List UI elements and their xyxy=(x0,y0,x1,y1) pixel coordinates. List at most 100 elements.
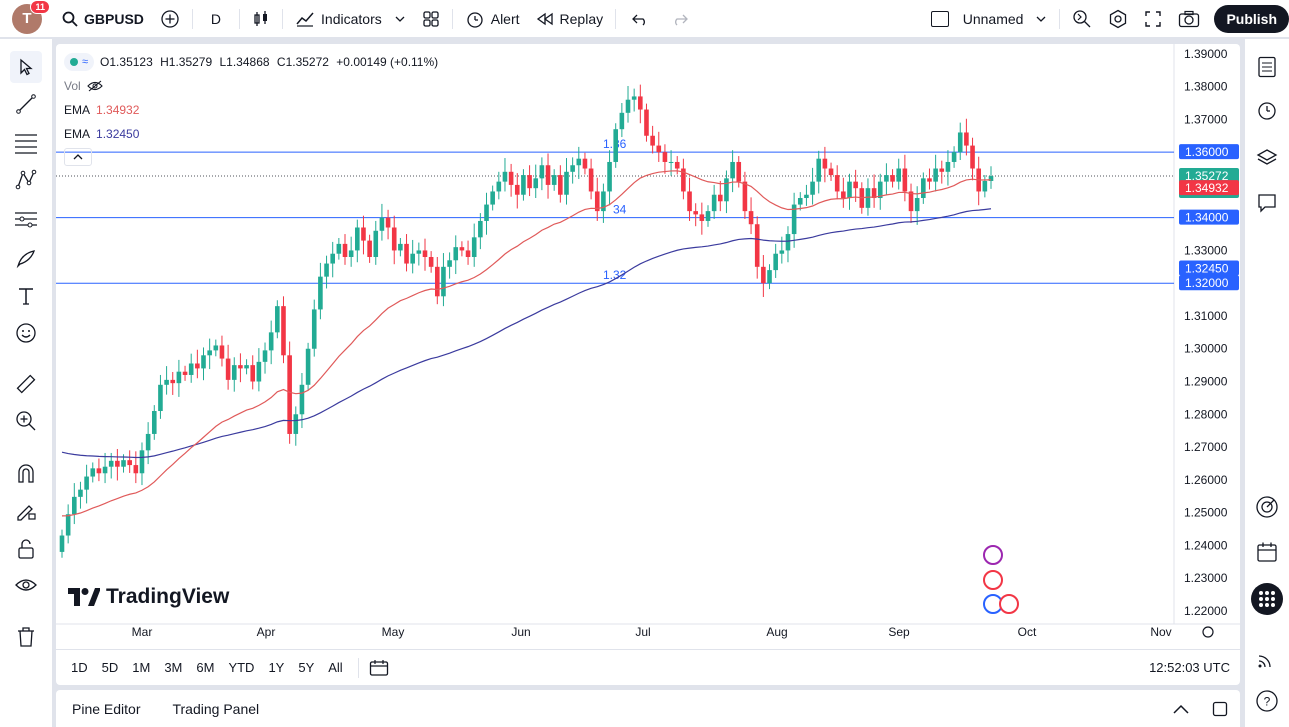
collapse-legend-button[interactable] xyxy=(64,148,442,166)
grid-icon xyxy=(423,10,439,27)
snapshot-button[interactable] xyxy=(1170,0,1208,38)
candle-body xyxy=(877,181,883,199)
candle-body xyxy=(551,175,557,185)
range-1y[interactable]: 1Y xyxy=(268,660,285,675)
event-marker-icon xyxy=(999,594,1019,614)
stay-drawing-tool[interactable] xyxy=(10,495,42,527)
tradingview-logo: TradingView xyxy=(68,585,229,609)
candle-body xyxy=(416,250,422,254)
calendar-button[interactable] xyxy=(1251,536,1283,568)
ema-fast-label: EMA xyxy=(64,103,91,117)
fib-lines-icon xyxy=(15,134,37,154)
products-button[interactable] xyxy=(1251,583,1283,615)
tradingview-logo-icon xyxy=(68,588,100,606)
chart-type-button[interactable] xyxy=(244,0,278,38)
tag-132-text: 1.32000 xyxy=(1185,276,1229,290)
horizontal-lines-tool[interactable] xyxy=(10,127,42,159)
price-tick-label: 1.23000 xyxy=(1184,571,1228,585)
hide-drawings-tool[interactable] xyxy=(10,569,42,601)
price-chart[interactable]: 1.390001.380001.370001.360001.350001.340… xyxy=(56,44,1240,649)
settings-button[interactable] xyxy=(1100,0,1136,38)
interval-button[interactable]: D xyxy=(210,10,222,27)
layouts-button[interactable] xyxy=(414,0,448,38)
trend-line-tool[interactable] xyxy=(10,88,42,120)
pattern-tool[interactable] xyxy=(10,164,42,196)
logo-text: TradingView xyxy=(106,585,230,608)
candle-body xyxy=(748,211,754,225)
candle-body xyxy=(810,181,815,195)
compare-button[interactable] xyxy=(152,0,188,38)
fullscreen-button[interactable] xyxy=(1136,0,1170,38)
range-5y[interactable]: 5Y xyxy=(298,660,315,675)
avatar-letter: T xyxy=(22,10,32,27)
candle-body xyxy=(244,365,249,369)
range-6m[interactable]: 6M xyxy=(196,660,215,675)
range-5d[interactable]: 5D xyxy=(101,660,119,675)
help-button[interactable]: ? xyxy=(1251,685,1283,717)
watchlist-icon xyxy=(1258,56,1276,78)
zoom-tool[interactable] xyxy=(10,405,42,437)
emoji-tool[interactable] xyxy=(10,317,42,349)
clock-time[interactable]: 12:52:03 UTC xyxy=(1149,660,1230,675)
candle-body xyxy=(434,266,440,297)
forecast-tool[interactable] xyxy=(10,203,42,235)
quick-search-button[interactable] xyxy=(1064,0,1100,38)
candle-body xyxy=(299,384,305,415)
candle-body xyxy=(767,270,772,284)
price-tick-label: 1.26000 xyxy=(1184,473,1228,487)
ema-fast-row[interactable]: EMA 1.34932 xyxy=(64,98,442,122)
lock-drawings-tool[interactable] xyxy=(10,533,42,565)
top-toolbar: T 11 GBPUSD D Indicators Alert Replay Un… xyxy=(0,0,1289,38)
user-avatar[interactable]: T 11 xyxy=(12,0,50,34)
measure-tool[interactable] xyxy=(10,368,42,400)
goto-date-icon[interactable] xyxy=(369,659,389,677)
chevron-up-icon[interactable] xyxy=(1172,703,1190,715)
alarm-clock-icon xyxy=(1258,102,1276,120)
remove-drawings-tool[interactable] xyxy=(10,621,42,653)
tab-pine-editor[interactable]: Pine Editor xyxy=(72,700,141,717)
candle-body xyxy=(281,306,286,356)
ema-slow-row[interactable]: EMA 1.32450 xyxy=(64,122,442,146)
candle-body xyxy=(78,489,83,497)
candle-body xyxy=(170,379,176,384)
magnet-tool[interactable] xyxy=(10,457,42,489)
range-all[interactable]: All xyxy=(328,660,343,675)
maximize-icon[interactable] xyxy=(1212,701,1228,717)
layout-name-button[interactable]: Unnamed xyxy=(923,0,1056,38)
tab-trading-panel[interactable]: Trading Panel xyxy=(172,700,260,717)
text-tool[interactable] xyxy=(10,280,42,312)
alert-button[interactable]: Alert xyxy=(457,0,528,38)
cursor-tool[interactable] xyxy=(10,51,42,83)
wave-icon: ≈ xyxy=(82,56,89,68)
range-1m[interactable]: 1M xyxy=(132,660,151,675)
range-3m[interactable]: 3M xyxy=(164,660,183,675)
object-tree-button[interactable] xyxy=(1251,142,1283,174)
range-1d[interactable]: 1D xyxy=(71,660,88,675)
signals-button[interactable] xyxy=(1251,643,1283,675)
range-ytd[interactable]: YTD xyxy=(228,660,255,675)
candle-body xyxy=(705,211,711,221)
brush-tool[interactable] xyxy=(10,242,42,274)
candle-body xyxy=(164,379,169,385)
time-tick-label: Jun xyxy=(511,625,530,639)
eye-hidden-icon[interactable] xyxy=(86,80,103,92)
time-tick-label: Aug xyxy=(766,625,787,639)
lock-icon xyxy=(18,539,34,559)
publish-button[interactable]: Publish xyxy=(1214,4,1289,33)
indicators-button[interactable]: Indicators xyxy=(287,0,414,38)
hotlists-button[interactable] xyxy=(1251,491,1283,523)
alerts-panel-button[interactable] xyxy=(1251,94,1283,126)
gear-icon xyxy=(1110,9,1127,28)
watchlist-button[interactable] xyxy=(1251,51,1283,83)
undo-button[interactable] xyxy=(620,0,660,38)
candle-body xyxy=(385,217,391,228)
candle-body xyxy=(594,191,600,212)
symbol-search[interactable]: GBPUSD xyxy=(54,0,152,38)
vol-label: Vol xyxy=(64,79,81,93)
chart-pane[interactable]: 1.390001.380001.370001.360001.350001.340… xyxy=(56,44,1240,685)
chats-button[interactable] xyxy=(1251,187,1283,219)
redo-button[interactable] xyxy=(660,0,700,38)
symbol-pill[interactable]: ≈ xyxy=(64,53,95,71)
replay-button[interactable]: Replay xyxy=(528,0,612,38)
tag-134-text: 1.34000 xyxy=(1185,211,1229,225)
